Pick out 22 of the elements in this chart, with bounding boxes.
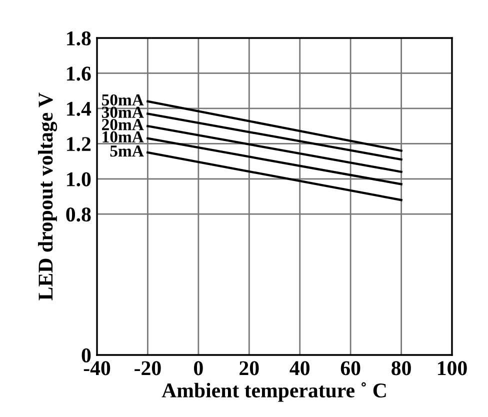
x-axis-title: Ambient temperature ˚ C xyxy=(162,382,386,402)
y-tick-label: 0 xyxy=(82,348,91,362)
series-label: 50mA xyxy=(102,94,144,106)
x-tick-label: 20 xyxy=(240,361,259,376)
y-tick-label: 1.6 xyxy=(67,66,91,81)
x-tick-label: 60 xyxy=(340,361,360,376)
y-axis-title: LED dropout voltage V xyxy=(38,92,58,300)
x-tick-label: -40 xyxy=(84,361,110,376)
y-tick-label: 1.2 xyxy=(67,137,91,152)
x-tick-label: -20 xyxy=(134,361,161,376)
series-label: 5mA xyxy=(110,145,144,157)
series-label: 10mA xyxy=(102,131,144,143)
x-tick-label: 100 xyxy=(438,361,467,376)
y-tick-label: 1.8 xyxy=(67,31,91,46)
x-tick-label: 80 xyxy=(392,361,411,376)
x-tick-label: 0 xyxy=(194,361,203,376)
series-label: 20mA xyxy=(102,118,144,130)
y-tick-label: 1.4 xyxy=(67,102,92,116)
series-label: 30mA xyxy=(102,106,144,118)
x-tick-label: 40 xyxy=(290,361,310,376)
y-tick-label: 1.0 xyxy=(67,172,91,186)
y-tick-label: 0.8 xyxy=(66,207,91,222)
